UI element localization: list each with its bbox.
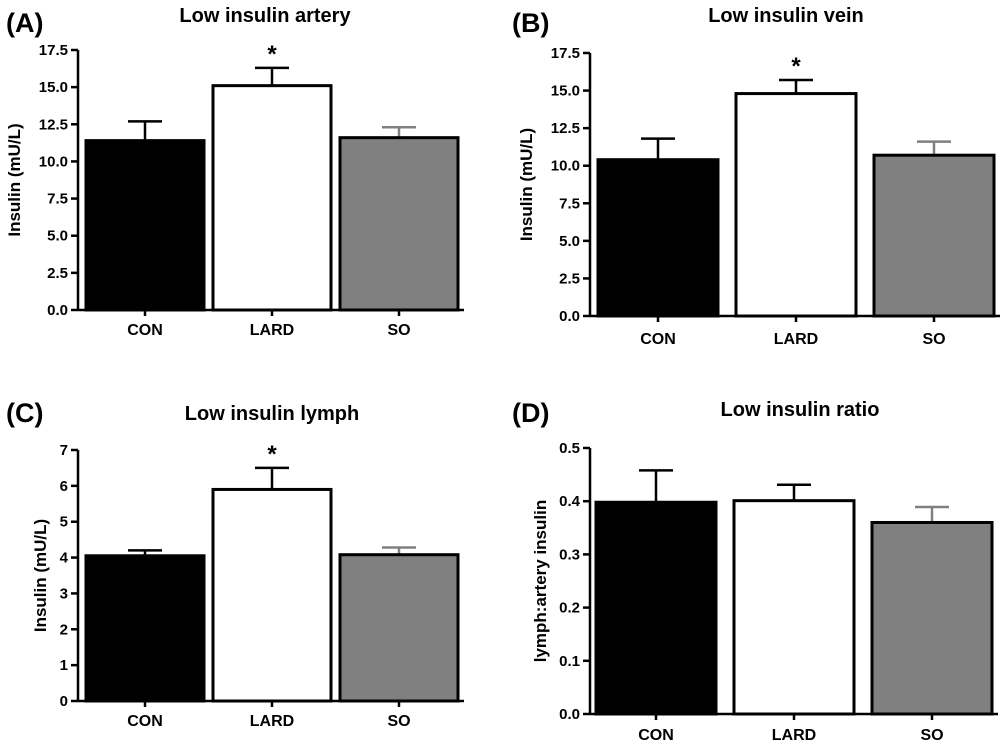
panel-letter: (A) xyxy=(6,8,43,38)
y-tick-label: 17.5 xyxy=(551,45,580,62)
y-tick-label: 5.0 xyxy=(559,233,580,250)
panel-title: Low insulin lymph xyxy=(185,403,359,425)
bar-so xyxy=(870,520,994,716)
y-axis-label: Insulin (mU/L) xyxy=(5,123,24,236)
y-tick-label: 7.5 xyxy=(559,195,580,212)
y-tick-label: 7.5 xyxy=(47,191,68,208)
y-tick-label: 0.4 xyxy=(559,493,581,510)
bar-lard xyxy=(734,92,858,318)
y-tick-label: 2.5 xyxy=(47,265,68,282)
y-tick-label: 0.0 xyxy=(47,302,68,319)
bar-so xyxy=(338,553,460,703)
bar-con xyxy=(84,139,206,312)
y-tick-label: 0.5 xyxy=(559,440,580,457)
bar-lard xyxy=(732,499,856,716)
panel-title: Low insulin artery xyxy=(179,5,351,27)
x-category-label: CON xyxy=(127,322,163,339)
x-category-label: CON xyxy=(638,727,674,744)
y-tick-label: 0.0 xyxy=(559,706,580,723)
panel-title: Low insulin vein xyxy=(708,5,864,27)
y-tick-label: 0.3 xyxy=(559,546,580,563)
y-tick-label: 7 xyxy=(60,442,68,459)
x-category-label: SO xyxy=(387,322,410,339)
y-tick-label: 10.0 xyxy=(551,158,580,175)
bar-con xyxy=(84,554,206,703)
y-tick-label: 2.5 xyxy=(559,270,580,287)
bar-lard xyxy=(211,487,333,703)
x-category-label: LARD xyxy=(250,322,294,339)
panel-3: (C) Low insulin lymph 0 1 2 3 4 5 6 7 Insulin (mU/… xyxy=(6,398,464,730)
y-tick-label: 15.0 xyxy=(39,79,68,96)
significance-marker: * xyxy=(267,441,277,468)
y-tick-label: 2 xyxy=(60,621,68,638)
panel-4: (D) Low insulin ratio 0.0 0.1 0.2 0.3 0.4 0.5 ly… xyxy=(512,398,998,744)
panel-letter: (C) xyxy=(6,398,43,428)
y-tick-label: 10.0 xyxy=(39,153,68,170)
panel-title: Low insulin ratio xyxy=(721,399,880,421)
x-category-label: CON xyxy=(640,331,676,348)
y-tick-label: 0.2 xyxy=(559,600,580,617)
x-category-label: SO xyxy=(922,331,945,348)
y-axis-label: lymph:artery insulin xyxy=(531,500,550,662)
y-tick-label: 5.0 xyxy=(47,228,68,245)
x-category-label: SO xyxy=(920,727,943,744)
x-category-label: SO xyxy=(387,713,410,730)
panel-letter: (B) xyxy=(512,8,549,38)
y-tick-label: 5 xyxy=(60,514,68,531)
y-tick-label: 12.5 xyxy=(551,120,580,137)
x-category-label: LARD xyxy=(774,331,818,348)
significance-marker: * xyxy=(791,53,801,80)
y-axis-label: Insulin (mU/L) xyxy=(517,128,536,241)
panel-letter: (D) xyxy=(512,398,549,428)
panel-1: (A) Low insulin artery 0.0 2.5 5.0 7.5 10.0 12.… xyxy=(5,5,464,339)
y-axis-label: Insulin (mU/L) xyxy=(31,519,50,632)
x-category-label: LARD xyxy=(250,713,294,730)
y-tick-label: 0.1 xyxy=(559,653,580,670)
y-tick-label: 12.5 xyxy=(39,116,68,133)
y-tick-label: 3 xyxy=(60,585,68,602)
bar-con xyxy=(596,158,720,318)
bar-so xyxy=(338,136,460,312)
y-tick-label: 0.0 xyxy=(559,308,580,325)
x-category-label: LARD xyxy=(772,727,816,744)
y-tick-label: 4 xyxy=(60,550,69,567)
bar-so xyxy=(872,153,996,318)
y-tick-label: 6 xyxy=(60,478,68,495)
bar-con xyxy=(594,500,718,716)
y-tick-label: 1 xyxy=(60,657,68,674)
y-tick-label: 17.5 xyxy=(39,42,68,59)
significance-marker: * xyxy=(267,41,277,68)
y-tick-label: 15.0 xyxy=(551,83,580,100)
x-category-label: CON xyxy=(127,713,163,730)
y-tick-label: 0 xyxy=(60,693,68,710)
bar-lard xyxy=(211,84,333,312)
panel-2: (B) Low insulin vein 0.0 2.5 5.0 7.5 10.0 12.5 1… xyxy=(512,5,1000,348)
